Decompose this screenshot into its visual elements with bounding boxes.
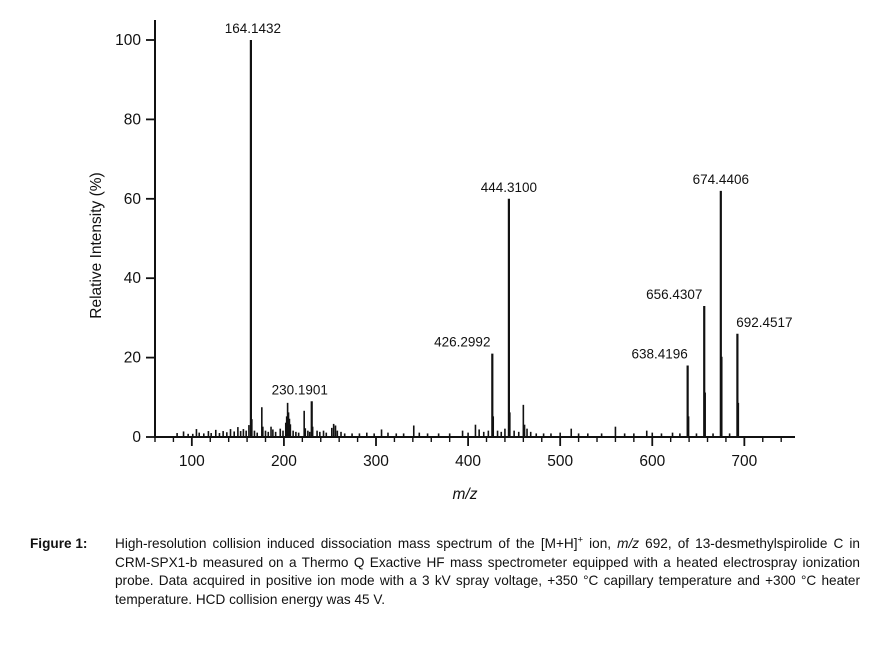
figure-caption-tag: Figure 1: bbox=[30, 536, 88, 551]
y-axis-title: Relative Intensity (%) bbox=[88, 172, 105, 318]
figure-caption-text: High-resolution collision induced dissoc… bbox=[115, 535, 860, 609]
peak-label: 692.4517 bbox=[736, 315, 792, 330]
peak-label: 426.2992 bbox=[434, 335, 490, 350]
peak-label: 674.4406 bbox=[693, 172, 749, 187]
caption-segment: m/z bbox=[617, 536, 640, 551]
caption-segment: 692, of 13-desmethylspirolide C in CRM-S… bbox=[115, 536, 860, 607]
x-tick-label: 700 bbox=[731, 453, 757, 470]
peak-label: 230.1901 bbox=[272, 382, 328, 397]
peak-label: 444.3100 bbox=[481, 180, 537, 195]
x-tick-label: 400 bbox=[455, 453, 481, 470]
x-tick-label: 200 bbox=[271, 453, 297, 470]
x-tick-label: 600 bbox=[639, 453, 665, 470]
mass-spectrum-chart: 100 200 300 400 500 600 700 0 20 40 60 80 100 m/z Rela… bbox=[88, 20, 795, 503]
mass-spectrum-svg: 100 200 300 400 500 600 700 0 20 40 60 80 100 m/z Rela… bbox=[88, 20, 795, 503]
peak-label: 638.4196 bbox=[631, 347, 687, 362]
y-tick-label: 80 bbox=[124, 111, 142, 128]
peak-label: 656.4307 bbox=[646, 287, 702, 302]
caption-segment: ion, bbox=[583, 536, 618, 551]
y-tick-label: 40 bbox=[124, 270, 142, 287]
caption-segment: High-resolution collision induced dissoc… bbox=[115, 536, 578, 551]
caption-segment: + bbox=[577, 534, 584, 546]
x-tick-label: 500 bbox=[547, 453, 573, 470]
y-tick-label: 100 bbox=[115, 32, 141, 49]
y-tick-label: 20 bbox=[124, 350, 142, 367]
x-tick-label: 300 bbox=[363, 453, 389, 470]
x-tick-label: 100 bbox=[179, 453, 205, 470]
y-tick-label: 60 bbox=[124, 191, 142, 208]
peak-label: 164.1432 bbox=[225, 21, 281, 36]
x-axis-title: m/z bbox=[453, 486, 478, 503]
figure-caption: Figure 1: High-resolution collision indu… bbox=[30, 535, 860, 609]
y-tick-label: 0 bbox=[132, 429, 141, 446]
